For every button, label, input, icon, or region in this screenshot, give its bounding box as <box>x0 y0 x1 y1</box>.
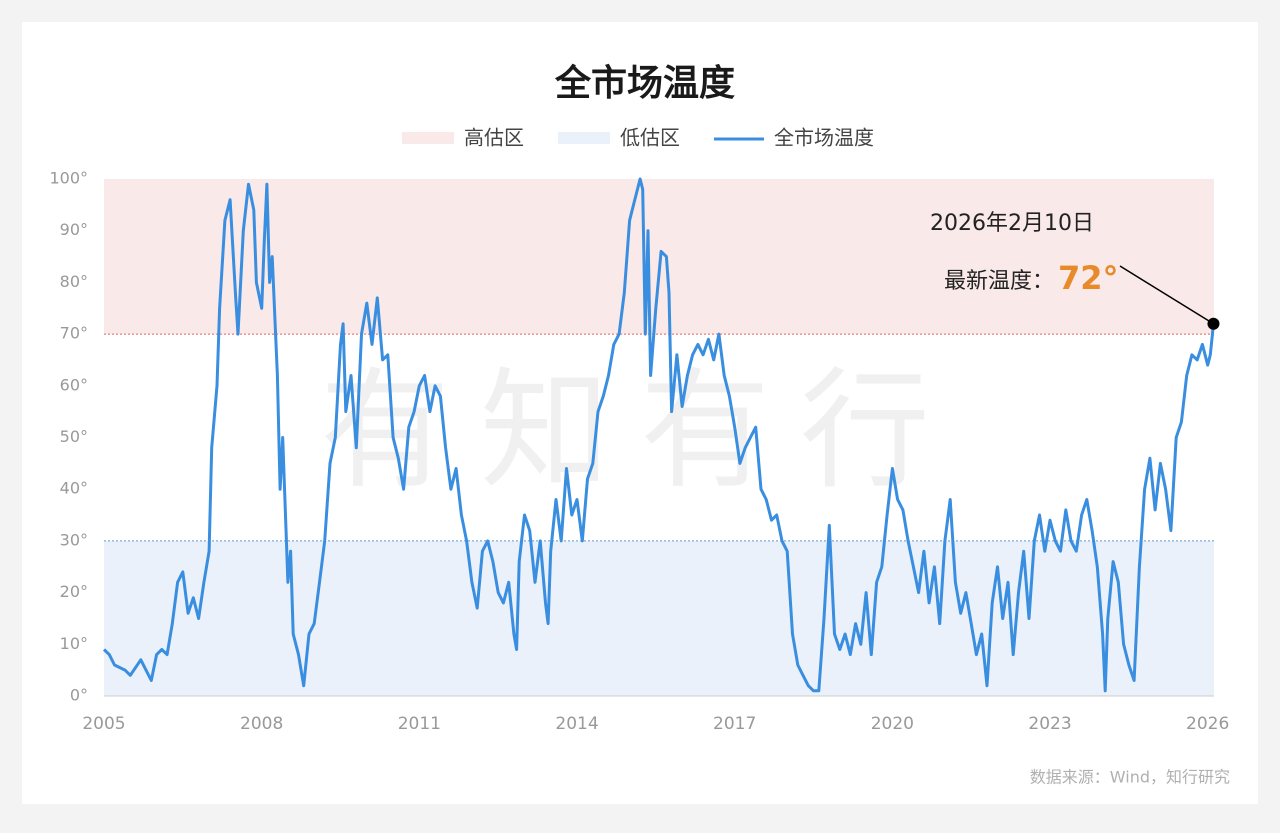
zone <box>104 179 1214 335</box>
annotation-date: 2026年2月10日 <box>930 211 1094 236</box>
y-tick-label: 60° <box>60 375 88 394</box>
x-tick-label: 2005 <box>82 714 125 734</box>
y-tick-label: 0° <box>70 686 88 705</box>
y-tick-label: 40° <box>60 479 88 498</box>
x-tick-label: 2023 <box>1028 714 1071 734</box>
watermark: 有知有行 <box>320 355 960 507</box>
x-tick-label: 2011 <box>398 714 441 734</box>
y-tick-label: 70° <box>60 324 88 343</box>
annotation-value: 72° <box>1058 259 1119 297</box>
annotation-label: 最新温度： <box>944 269 1054 294</box>
zone <box>104 540 1214 696</box>
y-tick-label: 10° <box>60 634 88 653</box>
chart-title: 全市场温度 <box>554 62 735 104</box>
latest-point <box>1207 317 1220 330</box>
y-tick-label: 90° <box>60 220 88 239</box>
legend-label: 低估区 <box>620 126 680 150</box>
source: 数据来源：Wind，知行研究 <box>1030 768 1230 787</box>
legend-label: 全市场温度 <box>774 126 874 150</box>
legend-swatch <box>558 132 610 144</box>
legend-label: 高估区 <box>464 126 524 150</box>
y-tick-label: 80° <box>60 272 88 291</box>
x-tick-label: 2026 <box>1186 714 1229 734</box>
y-tick-label: 50° <box>60 427 88 446</box>
y-tick-label: 100° <box>49 169 88 188</box>
annotation-leader <box>1119 265 1214 325</box>
x-tick-label: 2008 <box>240 714 283 734</box>
x-tick-label: 2014 <box>555 714 598 734</box>
x-tick-label: 2017 <box>713 714 756 734</box>
x-tick-label: 2020 <box>871 714 914 734</box>
y-tick-label: 30° <box>60 530 88 549</box>
legend-swatch <box>402 132 454 144</box>
y-tick-label: 20° <box>60 582 88 601</box>
series-line <box>102 177 1215 693</box>
